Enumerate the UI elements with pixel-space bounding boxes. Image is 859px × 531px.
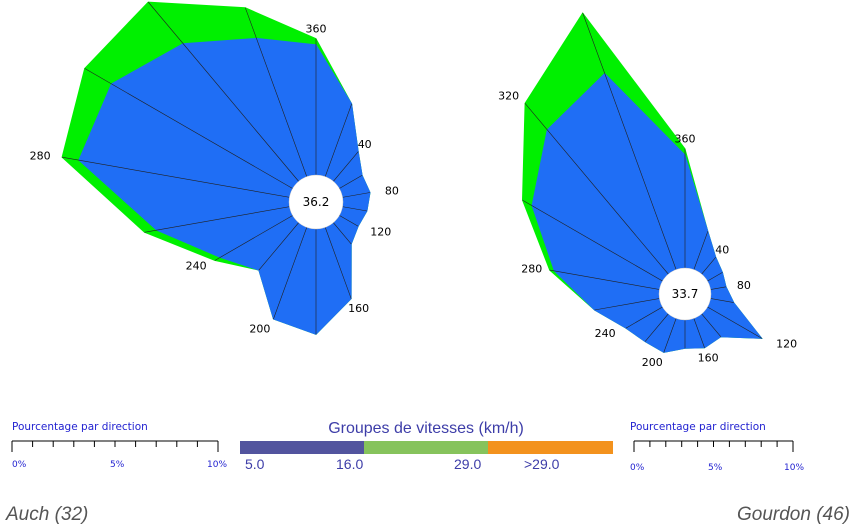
direction-label-auch-40: 40 xyxy=(358,138,372,151)
rose-spoke-auch-260 xyxy=(144,201,317,233)
direction-label-auch-320: 320 xyxy=(126,0,147,1)
station-name-auch: Auch (32) xyxy=(6,504,89,525)
direction-label-auch-120: 120 xyxy=(370,225,391,238)
direction-label-auch-360: 360 xyxy=(306,23,327,36)
scale-ticks-right xyxy=(633,441,794,452)
legend-swatch-high xyxy=(488,441,613,454)
legend-label-5: 5.0 xyxy=(245,456,265,472)
legend-swatch-low xyxy=(240,441,364,454)
direction-label-auch-200: 200 xyxy=(249,323,270,336)
direction-label-auch-280: 280 xyxy=(30,150,51,163)
scale-bar-right: Pourcentage par direction 0% 5% 10% xyxy=(630,421,804,473)
direction-label-gourdon-280: 280 xyxy=(521,262,542,275)
scale-title-left: Pourcentage par direction xyxy=(12,421,148,433)
rose-spoke-gourdon-340 xyxy=(582,12,686,295)
scale-tick-right-10: 10% xyxy=(784,463,804,473)
rose-spoke-auch-280 xyxy=(61,156,317,203)
scale-tick-left-5: 5% xyxy=(110,460,125,470)
rose-spoke-auch-320 xyxy=(147,1,317,203)
direction-label-gourdon-320: 320 xyxy=(498,90,519,103)
rose-spoke-auch-340 xyxy=(245,7,317,203)
direction-label-gourdon-360: 360 xyxy=(675,133,696,146)
scale-tick-left-10: 10% xyxy=(207,460,227,470)
rose-spoke-gourdon-300 xyxy=(522,199,686,295)
direction-label-gourdon-160: 160 xyxy=(698,351,719,364)
direction-label-auch-160: 160 xyxy=(348,302,369,315)
scale-bar-left: Pourcentage par direction 0% 5% 10% xyxy=(11,421,227,470)
calm-value-auch: 36.2 xyxy=(303,195,330,209)
rose-calm-circle-gourdon xyxy=(658,267,712,321)
legend-label-29: 29.0 xyxy=(454,456,481,472)
speed-legend: Groupes de vitesses (km/h) 5.0 16.0 29.0… xyxy=(240,420,613,472)
rose-calm-circle-auch xyxy=(288,174,344,230)
scale-ticks-left xyxy=(11,441,219,452)
wind-rose-gourdon: 33.7 320 360 40 80 120 160 200 240 280 xyxy=(498,12,797,369)
wind-rose-auch: 36.2 320 360 40 80 120 160 200 240 280 xyxy=(30,0,399,336)
station-name-gourdon: Gourdon (46) xyxy=(736,504,850,525)
scale-title-right: Pourcentage par direction xyxy=(630,421,766,433)
legend-label-over29: >29.0 xyxy=(524,456,560,472)
scale-tick-left-0: 0% xyxy=(12,460,27,470)
direction-label-gourdon-200: 200 xyxy=(642,356,663,369)
legend-label-16: 16.0 xyxy=(336,456,363,472)
rose-spoke-auch-300 xyxy=(84,68,317,203)
legend-swatch-mid xyxy=(364,441,488,454)
direction-label-gourdon-120: 120 xyxy=(776,337,797,350)
rose-spoke-gourdon-320 xyxy=(524,103,686,295)
direction-label-gourdon-80: 80 xyxy=(737,279,751,292)
direction-label-gourdon-40: 40 xyxy=(715,244,729,257)
legend-title: Groupes de vitesses (km/h) xyxy=(328,420,524,437)
scale-tick-right-5: 5% xyxy=(708,463,723,473)
direction-label-auch-80: 80 xyxy=(385,185,399,198)
direction-label-auch-240: 240 xyxy=(186,260,207,273)
scale-tick-right-0: 0% xyxy=(630,463,645,473)
direction-label-gourdon-240: 240 xyxy=(595,327,616,340)
calm-value-gourdon: 33.7 xyxy=(672,287,699,301)
